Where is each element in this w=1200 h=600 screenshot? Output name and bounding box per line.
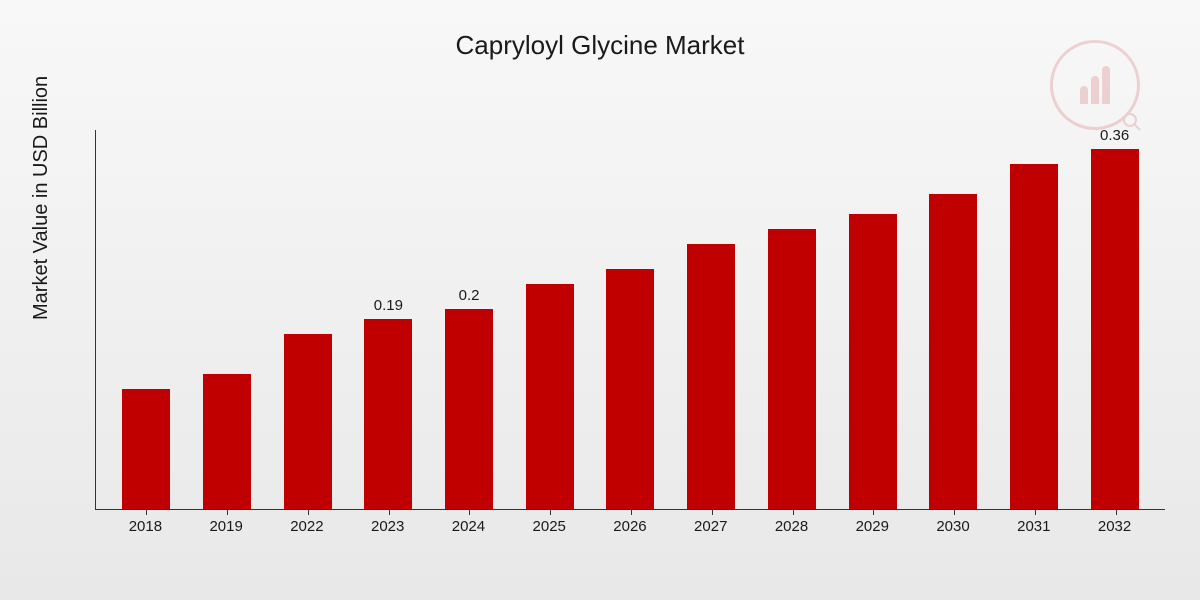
x-axis-tick bbox=[954, 509, 955, 515]
x-axis-tick-label: 2031 bbox=[993, 518, 1074, 535]
x-axis-tick bbox=[631, 509, 632, 515]
x-axis-tick bbox=[1035, 509, 1036, 515]
chart-title: Capryloyl Glycine Market bbox=[0, 0, 1200, 61]
x-axis-tick-label: 2024 bbox=[428, 518, 509, 535]
bar bbox=[1091, 149, 1139, 509]
x-axis-tick bbox=[389, 509, 390, 515]
bar-group bbox=[509, 284, 590, 509]
bar bbox=[364, 319, 412, 509]
x-axis-tick-label: 2025 bbox=[509, 518, 590, 535]
x-axis-tick bbox=[712, 509, 713, 515]
bar-group bbox=[671, 244, 752, 509]
x-axis-tick-label: 2026 bbox=[590, 518, 671, 535]
bar bbox=[849, 214, 897, 509]
bar-group bbox=[590, 269, 671, 509]
x-axis-tick-label: 2029 bbox=[832, 518, 913, 535]
x-axis-labels: 2018201920222023202420252026202720282029… bbox=[95, 518, 1165, 535]
x-axis-tick bbox=[793, 509, 794, 515]
x-axis-tick bbox=[308, 509, 309, 515]
bar-group bbox=[913, 194, 994, 509]
bar-group bbox=[752, 229, 833, 509]
x-axis-tick-label: 2018 bbox=[105, 518, 186, 535]
x-axis-tick bbox=[469, 509, 470, 515]
bar-group bbox=[832, 214, 913, 509]
x-axis-tick bbox=[1116, 509, 1117, 515]
watermark-logo bbox=[1050, 40, 1140, 130]
bar bbox=[606, 269, 654, 509]
chart-area: 0.190.20.36 bbox=[95, 130, 1165, 510]
bar bbox=[203, 374, 251, 509]
bar-group: 0.36 bbox=[1074, 149, 1155, 509]
y-axis-label: Market Value in USD Billion bbox=[30, 76, 53, 320]
bar-group bbox=[187, 374, 268, 509]
x-axis-tick-label: 2023 bbox=[347, 518, 428, 535]
bar-group bbox=[994, 164, 1075, 509]
bar bbox=[687, 244, 735, 509]
bar bbox=[526, 284, 574, 509]
bar bbox=[768, 229, 816, 509]
x-axis-tick-label: 2032 bbox=[1074, 518, 1155, 535]
bar-group: 0.19 bbox=[348, 319, 429, 509]
bar-value-label: 0.2 bbox=[459, 287, 480, 304]
bar-group bbox=[106, 389, 187, 509]
bar bbox=[122, 389, 170, 509]
bar bbox=[284, 334, 332, 509]
x-axis-tick-label: 2027 bbox=[670, 518, 751, 535]
bar-value-label: 0.36 bbox=[1100, 127, 1129, 144]
bars-container: 0.190.20.36 bbox=[96, 130, 1165, 509]
x-axis-tick bbox=[227, 509, 228, 515]
x-axis-tick-label: 2019 bbox=[186, 518, 267, 535]
bar-value-label: 0.19 bbox=[374, 297, 403, 314]
bar bbox=[1010, 164, 1058, 509]
x-axis-tick-label: 2022 bbox=[267, 518, 348, 535]
bar bbox=[445, 309, 493, 509]
x-axis-tick bbox=[873, 509, 874, 515]
x-axis-tick bbox=[550, 509, 551, 515]
bar-group: 0.2 bbox=[429, 309, 510, 509]
bar bbox=[929, 194, 977, 509]
x-axis-tick-label: 2030 bbox=[913, 518, 994, 535]
x-axis-tick bbox=[146, 509, 147, 515]
bar-group bbox=[267, 334, 348, 509]
x-axis-tick-label: 2028 bbox=[751, 518, 832, 535]
